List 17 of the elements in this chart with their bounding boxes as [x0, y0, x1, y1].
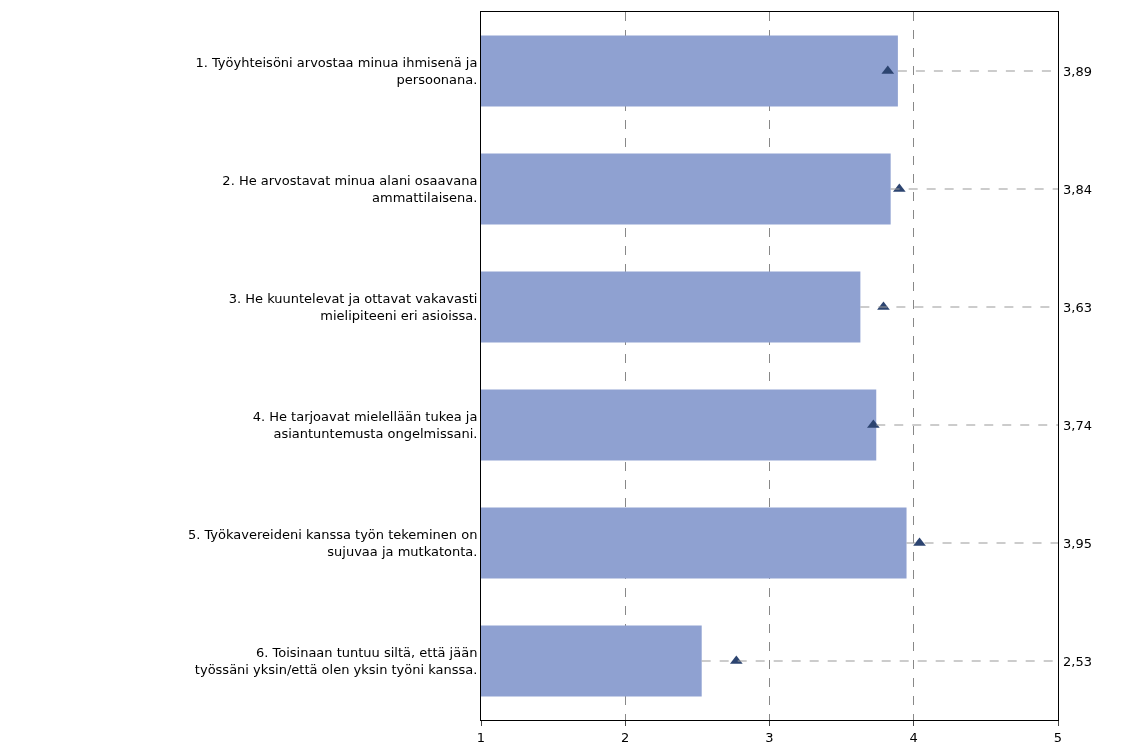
- y-tick-label: 6. Toisinaan tuntuu siltä, että jään työssäni yksin/että olen yksin työni kanssa.: [194, 645, 478, 677]
- y-tick-label: 3. He kuuntelevat ja ottavat vakavasti mielipiteeni eri asioissa.: [228, 291, 478, 323]
- x-tick-label: 4: [909, 729, 918, 745]
- data-label: 3,89: [1063, 64, 1092, 79]
- y-tick-label: 2. He arvostavat minua alani osaavana ammattilaisena.: [222, 173, 478, 205]
- x-tick-label: 5: [1053, 729, 1063, 745]
- x-tick-label: 1: [476, 729, 486, 745]
- data-label: 3,84: [1063, 182, 1092, 197]
- data-label: 2,53: [1063, 654, 1092, 669]
- data-label: 3,63: [1063, 300, 1092, 315]
- data-label: 3,95: [1063, 536, 1092, 551]
- x-tick-label: 2: [621, 729, 630, 745]
- data-label: 3,74: [1063, 418, 1092, 433]
- y-tick-label: 5. Työkavereideni kanssa työn tekeminen on sujuvaa ja mutkatonta.: [187, 527, 478, 559]
- y-tick-label: 1. Työyhteisöni arvostaa minua ihmisenä ja persoonana.: [195, 55, 478, 87]
- x-tick-label: 3: [765, 729, 774, 745]
- y-tick-label: 4. He tarjoavat mielellään tukea ja asiantuntemusta ongelmissani.: [252, 409, 478, 441]
